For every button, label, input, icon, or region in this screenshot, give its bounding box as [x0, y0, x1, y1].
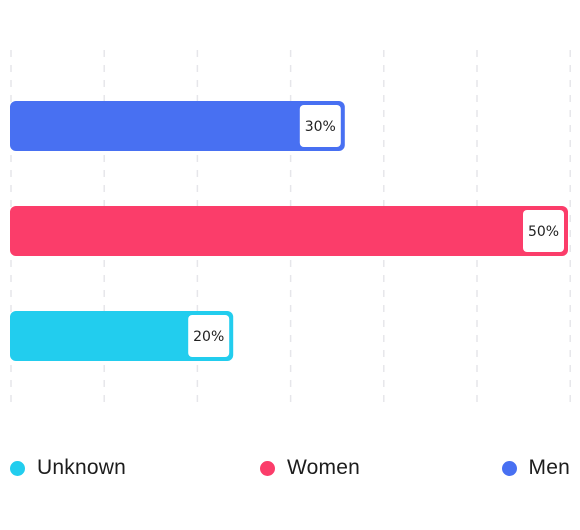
legend-label-women: Women	[287, 456, 360, 479]
legend-swatch-women	[260, 460, 275, 476]
legend-swatch-unknown	[10, 460, 25, 476]
legend-label-men: Men	[528, 456, 570, 479]
data-label-unknown: 20%	[193, 329, 224, 345]
bar-women[interactable]	[10, 206, 568, 256]
data-label-women: 50%	[528, 224, 559, 240]
chart-bars: 30% 50% 20%	[10, 101, 568, 361]
data-label-box-men	[299, 105, 341, 147]
data-label-men: 30%	[305, 119, 336, 135]
bar-men[interactable]	[10, 101, 345, 151]
legend-label-unknown: Unknown	[37, 456, 126, 479]
legend-item-women[interactable]: Women	[260, 452, 360, 484]
chart-legend: Unknown Women Men	[10, 452, 570, 484]
bar-unknown[interactable]	[10, 311, 234, 361]
legend-item-men[interactable]: Men	[501, 452, 570, 484]
legend-swatch-men	[501, 460, 517, 476]
data-label-box-women	[523, 210, 564, 252]
bar-chart: 30% 50% 20%	[10, 50, 571, 405]
data-label-box-unknown	[188, 315, 230, 357]
legend-item-unknown[interactable]: Unknown	[10, 452, 126, 484]
